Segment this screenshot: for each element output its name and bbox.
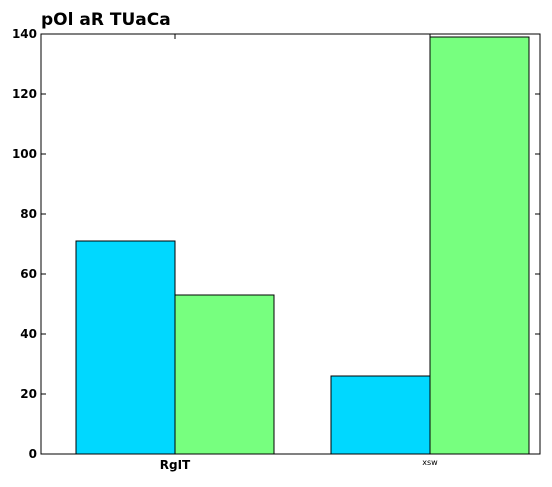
x-axis: RgIT xsw — [160, 34, 438, 472]
y-tick-label: 120 — [12, 87, 37, 101]
plot-frame — [40, 33, 541, 455]
y-tick-label: 100 — [12, 147, 37, 161]
y-tick-label: 80 — [20, 207, 37, 221]
bars-layer — [75, 36, 530, 455]
y-tick-label: 60 — [20, 267, 37, 281]
y-tick-label: 0 — [29, 447, 37, 461]
chart-title: pOl aR TUaCa — [41, 10, 171, 30]
y-tick-label: 140 — [12, 27, 37, 41]
y-tick-label: 40 — [20, 327, 37, 341]
bar-xsw-series-2 — [429, 36, 530, 455]
bar-RgIT-series-1 — [75, 240, 176, 455]
bar-xsw-series-1 — [330, 375, 431, 455]
y-tick-label: 20 — [20, 387, 37, 401]
x-tick-label-xsw: xsw — [422, 458, 438, 467]
x-tick-label-RgIT: RgIT — [160, 458, 191, 472]
y-axis: 0 20 40 60 80 100 120 140 — [12, 27, 540, 461]
bar-RgIT-series-2 — [174, 294, 275, 455]
